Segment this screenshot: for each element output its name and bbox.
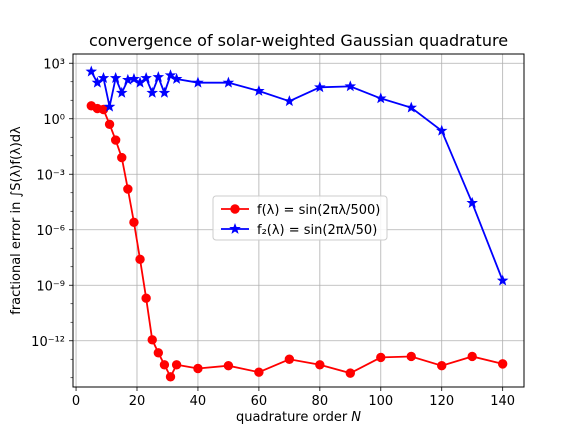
data-point bbox=[110, 135, 121, 145]
data-point bbox=[497, 359, 508, 369]
data-point bbox=[146, 86, 158, 98]
legend: f(λ) = sin(2πλ/500) f₂(λ) = sin(2πλ/50) bbox=[212, 195, 388, 241]
y-axis-title: fractional error in ∫S(λ)f(λ)dλ bbox=[9, 126, 24, 315]
data-point bbox=[222, 76, 235, 88]
x-tick-label: 40 bbox=[190, 394, 207, 409]
data-point bbox=[164, 69, 177, 81]
data-point bbox=[315, 360, 325, 370]
data-point bbox=[117, 152, 127, 163]
data-point bbox=[129, 217, 139, 228]
data-point bbox=[141, 293, 151, 303]
data-point bbox=[147, 335, 157, 345]
x-tick-label: 140 bbox=[490, 394, 515, 409]
data-point bbox=[254, 367, 264, 377]
y-tick-label: 10⁻⁹ bbox=[36, 279, 65, 294]
x-tick-label: 80 bbox=[312, 394, 329, 409]
data-point bbox=[376, 352, 386, 363]
data-point bbox=[97, 71, 110, 83]
data-point bbox=[345, 368, 356, 378]
data-point bbox=[253, 84, 265, 96]
data-point bbox=[152, 71, 165, 83]
y-tick-label: 10⁻⁶ bbox=[36, 224, 65, 239]
data-point bbox=[405, 101, 418, 113]
chart-title: convergence of solar-weighted Gaussian q… bbox=[89, 31, 508, 50]
data-point bbox=[128, 72, 140, 84]
data-point bbox=[467, 351, 477, 362]
data-point bbox=[466, 196, 478, 208]
data-point bbox=[223, 361, 234, 371]
data-point bbox=[103, 100, 116, 112]
data-point bbox=[159, 360, 170, 370]
series-1 bbox=[86, 101, 508, 382]
data-point bbox=[284, 354, 295, 364]
data-point bbox=[375, 92, 387, 104]
data-point bbox=[283, 95, 296, 107]
plot-frame bbox=[72, 53, 525, 388]
data-point bbox=[85, 65, 98, 77]
y-tick-label: 10⁰ bbox=[43, 113, 65, 128]
data-point bbox=[104, 119, 115, 130]
data-point bbox=[135, 254, 145, 265]
data-point bbox=[496, 274, 509, 286]
series-2 bbox=[85, 65, 509, 286]
x-tick-label: 120 bbox=[429, 394, 454, 409]
grid-lines bbox=[73, 54, 524, 387]
data-point bbox=[170, 72, 183, 84]
y-tick-label: 10⁻¹² bbox=[31, 335, 65, 350]
x-tick-label: 0 bbox=[72, 394, 80, 409]
data-point bbox=[344, 80, 357, 92]
legend-marker bbox=[230, 204, 240, 214]
data-point bbox=[171, 360, 182, 370]
series-layer bbox=[85, 65, 509, 382]
data-point bbox=[158, 86, 171, 98]
data-point bbox=[193, 363, 203, 374]
legend-marker bbox=[229, 222, 241, 234]
legend-label: f(λ) = sin(2πλ/500) bbox=[257, 203, 380, 218]
data-point bbox=[123, 184, 133, 194]
x-tick-label: 100 bbox=[368, 394, 393, 409]
legend-label: f₂(λ) = sin(2πλ/50) bbox=[257, 223, 377, 238]
y-tick-label: 10⁻³ bbox=[36, 168, 65, 183]
x-axis-title: quadrature order N bbox=[236, 410, 361, 425]
ticks: 0 20 40 60 80 100 120 140 10³ 10⁰ 10⁻³ 10⁻⁶ 10⁻⁹ 10⁻¹… bbox=[31, 57, 515, 409]
data-point bbox=[109, 71, 122, 83]
data-point bbox=[192, 76, 204, 88]
data-point bbox=[314, 81, 326, 93]
y-tick-label: 10³ bbox=[43, 57, 65, 72]
data-point bbox=[165, 372, 176, 382]
data-point bbox=[153, 348, 164, 358]
data-point bbox=[140, 71, 152, 83]
data-point bbox=[437, 361, 447, 371]
data-point bbox=[115, 86, 128, 98]
x-tick-label: 60 bbox=[251, 394, 268, 409]
legend-box bbox=[212, 195, 388, 241]
data-point bbox=[435, 124, 448, 136]
data-point bbox=[406, 351, 416, 362]
x-tick-label: 20 bbox=[129, 394, 146, 409]
